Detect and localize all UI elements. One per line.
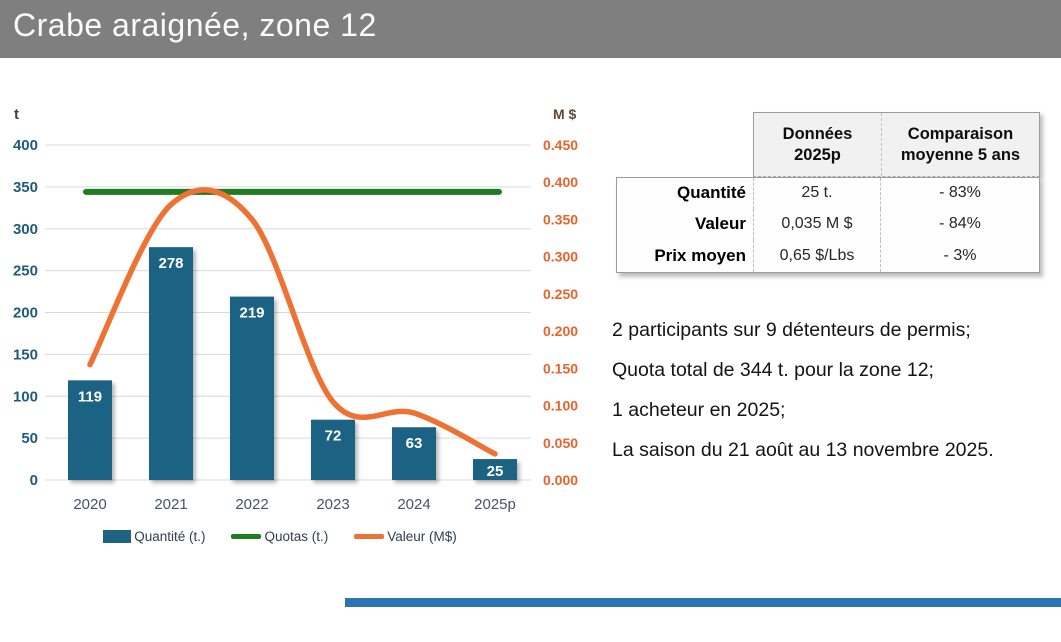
svg-text:2022: 2022 xyxy=(235,496,268,513)
svg-text:63: 63 xyxy=(406,435,423,452)
svg-text:219: 219 xyxy=(239,305,264,322)
svg-text:0: 0 xyxy=(30,472,38,489)
legend-item-valeur: Valeur (M$) xyxy=(354,529,457,544)
summary-table-body: Quantité 25 t. - 83% Valeur 0,035 M $ - … xyxy=(616,176,1040,273)
column-header-line: Comparaison xyxy=(907,124,1014,143)
svg-text:2025p: 2025p xyxy=(474,496,516,513)
column-header-comparaison: Comparaison moyenne 5 ans xyxy=(881,113,1039,176)
svg-text:400: 400 xyxy=(13,137,38,154)
svg-text:M $: M $ xyxy=(553,106,577,122)
svg-text:2021: 2021 xyxy=(154,496,187,513)
svg-text:50: 50 xyxy=(21,430,38,447)
chart-legend: Quantité (t.) Quotas (t.) Valeur (M$) xyxy=(0,529,560,544)
svg-text:0.100: 0.100 xyxy=(543,398,578,414)
note-saison: La saison du 21 août au 13 novembre 2025… xyxy=(612,439,994,461)
column-header-line: moyenne 5 ans xyxy=(900,145,1021,164)
legend-label: Valeur (M$) xyxy=(387,529,457,544)
note-quota: Quota total de 344 t. pour la zone 12; xyxy=(612,359,934,381)
svg-text:0.250: 0.250 xyxy=(543,286,578,302)
svg-text:100: 100 xyxy=(13,388,38,405)
svg-text:300: 300 xyxy=(13,221,38,238)
legend-item-quotas: Quotas (t.) xyxy=(231,529,328,544)
bar-swatch-icon xyxy=(103,530,132,543)
row-label-prix-moyen: Prix moyen xyxy=(654,245,746,265)
line-swatch-icon xyxy=(354,534,385,539)
svg-text:0.050: 0.050 xyxy=(543,435,578,451)
cell-valeur-value: 0,035 M $ xyxy=(753,208,880,241)
slide-header: Crabe araignée, zone 12 xyxy=(0,0,1061,58)
svg-text:72: 72 xyxy=(325,428,342,445)
svg-text:2024: 2024 xyxy=(397,496,430,513)
legend-item-quantite: Quantité (t.) xyxy=(103,529,205,544)
svg-text:0.300: 0.300 xyxy=(543,249,578,265)
cell-prix-moyen-comparison: - 3% xyxy=(880,240,1039,272)
legend-label: Quantité (t.) xyxy=(134,529,206,544)
cell-quantite-comparison: - 83% xyxy=(880,177,1039,209)
footer-accent-bar xyxy=(345,598,1061,607)
page-title: Crabe araignée, zone 12 xyxy=(13,7,377,43)
svg-text:350: 350 xyxy=(13,179,38,196)
svg-text:0.200: 0.200 xyxy=(543,323,578,339)
summary-table-header: Données 2025p Comparaison moyenne 5 ans xyxy=(753,112,1040,177)
quantity-value-chart: 0 50 100 150 200 250 300 350 400 0.000 0.050 0.100 0… xyxy=(13,106,578,513)
svg-text:2020: 2020 xyxy=(73,496,106,513)
svg-text:150: 150 xyxy=(13,346,38,363)
svg-text:250: 250 xyxy=(13,263,38,280)
svg-text:2023: 2023 xyxy=(316,496,349,513)
line-swatch-icon xyxy=(231,534,262,539)
svg-text:119: 119 xyxy=(78,388,102,405)
svg-text:278: 278 xyxy=(158,255,183,272)
svg-text:0.000: 0.000 xyxy=(543,472,578,488)
column-header-line: Données xyxy=(782,124,853,143)
column-header-donnees: Données 2025p xyxy=(754,113,881,176)
cell-quantite-value: 25 t. xyxy=(753,177,880,209)
legend-label: Quotas (t.) xyxy=(264,529,329,544)
cell-prix-moyen-value: 0,65 $/Lbs xyxy=(753,240,880,272)
summary-table: Données 2025p Comparaison moyenne 5 ans … xyxy=(616,112,1040,273)
column-header-line: 2025p xyxy=(794,145,841,164)
svg-text:0.150: 0.150 xyxy=(543,360,578,376)
svg-text:0.450: 0.450 xyxy=(543,137,578,153)
svg-text:0.350: 0.350 xyxy=(543,211,578,227)
note-participants: 2 participants sur 9 détenteurs de permi… xyxy=(612,319,971,341)
note-acheteur: 1 acheteur en 2025; xyxy=(612,399,786,421)
svg-text:0.400: 0.400 xyxy=(543,174,578,190)
cell-valeur-comparison: - 84% xyxy=(880,208,1039,241)
svg-text:200: 200 xyxy=(13,305,38,322)
notes-block: 2 participants sur 9 détenteurs de permi… xyxy=(612,310,1058,470)
svg-text:t: t xyxy=(14,106,19,123)
svg-text:25: 25 xyxy=(487,463,504,480)
row-label-valeur: Valeur xyxy=(694,214,746,234)
row-label-quantite: Quantité xyxy=(677,183,746,203)
